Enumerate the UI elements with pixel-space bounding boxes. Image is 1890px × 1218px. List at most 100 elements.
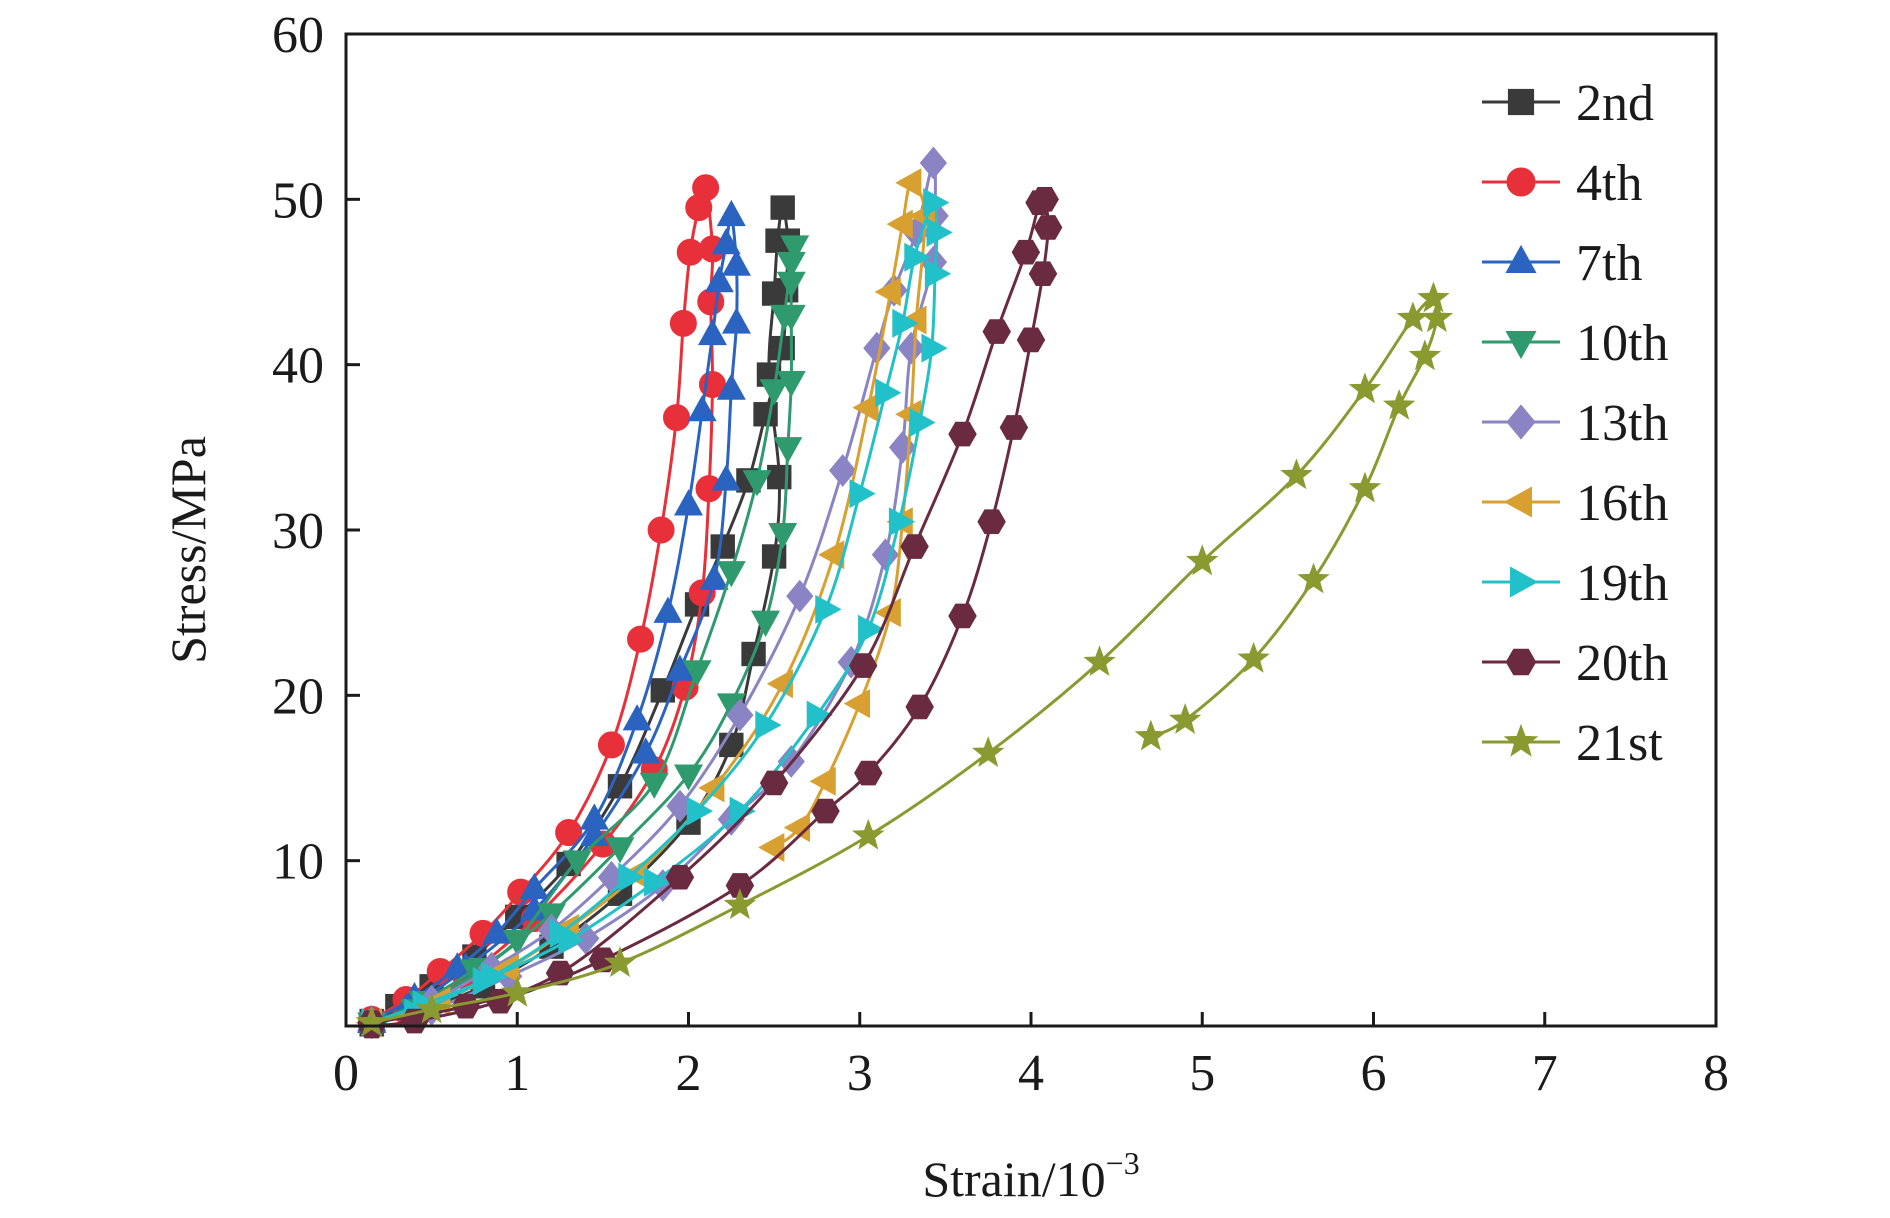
series-16th-point <box>886 209 913 239</box>
series-10th-point <box>759 379 789 406</box>
series-21st <box>355 281 1454 1037</box>
series-10th-point <box>773 437 803 464</box>
series-4th-point <box>697 288 725 316</box>
x-tick-label: 1 <box>504 1045 530 1102</box>
series-7th-point <box>653 596 683 623</box>
y-axis-label: Stress/MPa <box>160 436 216 664</box>
series-20th-point <box>977 509 1006 535</box>
series-7th-point <box>631 737 661 764</box>
series-19th-point <box>926 217 953 247</box>
ticks-layer: 0 1 2 3 4 5 6 7 8 10 20 30 40 50 60 <box>272 7 1729 1102</box>
legend-label: 19th <box>1576 555 1668 612</box>
series-10th-point <box>776 271 806 298</box>
legend-label: 7th <box>1576 235 1642 292</box>
series-16th-point <box>809 766 836 796</box>
series-13th-line <box>371 161 938 1025</box>
legend-marker <box>1506 404 1536 440</box>
series-19th-point <box>755 710 782 740</box>
series-19th-point <box>618 862 645 892</box>
series-19th-point <box>644 867 671 897</box>
legend-label: 16th <box>1576 475 1668 532</box>
series-21st-point <box>1382 388 1416 420</box>
y-tick-label: 20 <box>272 668 324 725</box>
series-21st-point <box>1083 645 1116 677</box>
series-4th-point <box>555 819 583 847</box>
series-2nd-point <box>761 281 787 306</box>
series-7th-point <box>711 227 741 255</box>
series-21st-point <box>355 1005 388 1037</box>
series-4th-point <box>597 731 625 759</box>
series-20th-point <box>848 653 878 678</box>
series-21st-point <box>1134 719 1168 751</box>
series-19th-point <box>892 308 919 338</box>
x-axis-label: Strain/10−3 <box>922 1145 1139 1207</box>
legend-label: 20th <box>1576 635 1668 692</box>
series-10th-point <box>674 764 703 791</box>
y-tick-label: 40 <box>272 338 324 395</box>
series-20th-point <box>854 760 883 786</box>
series-19th-point <box>923 188 950 218</box>
x-axis-label-text: Strain/10 <box>922 1151 1105 1207</box>
series-19th-point <box>921 333 948 363</box>
series-10th-point <box>716 561 746 588</box>
series-10th-point <box>742 470 772 497</box>
series-21st-point <box>1420 301 1454 333</box>
series-20th-point <box>948 603 977 629</box>
legend-item-20th: 20th <box>1482 635 1668 692</box>
series-7th-point <box>687 394 717 422</box>
series-10th-point <box>776 370 806 398</box>
series-19th-point <box>904 242 931 272</box>
series-20th-point <box>905 694 934 720</box>
series-13th-point <box>897 331 925 365</box>
series-2nd-point <box>753 402 778 427</box>
series-20th-point <box>1011 239 1041 265</box>
series-20th-point <box>948 421 977 447</box>
series-21st-point <box>1408 339 1442 371</box>
x-tick-label: 4 <box>1018 1045 1044 1102</box>
x-tick-label: 8 <box>1703 1045 1729 1102</box>
series-21st-point <box>1280 458 1313 490</box>
series-16th-point <box>895 168 922 198</box>
series-13th-point <box>919 146 948 180</box>
legend-marker <box>1505 331 1537 360</box>
series-20th-point <box>811 798 840 824</box>
legend-marker <box>1507 88 1535 116</box>
series-16th-line <box>371 181 927 1025</box>
series-21st-point <box>852 818 885 850</box>
legend-item-16th: 16th <box>1482 475 1668 532</box>
series-7th-point <box>716 199 746 227</box>
series-19th-point <box>875 378 902 408</box>
legend-label: 21st <box>1576 715 1663 772</box>
series-7th-point <box>711 464 741 491</box>
series-21st-point <box>501 975 534 1007</box>
series-20th-point <box>725 873 755 898</box>
series-13th <box>358 146 949 1040</box>
series-21st-point <box>1417 281 1450 313</box>
series-19th-point <box>806 700 833 730</box>
x-tick-label: 6 <box>1361 1045 1387 1102</box>
series-4th-point <box>676 238 704 266</box>
series-16th-point <box>698 773 725 803</box>
y-tick-label: 30 <box>272 503 324 560</box>
legend-marker <box>1505 244 1537 273</box>
series-21st-point <box>1186 544 1219 576</box>
legend-item-2nd: 2nd <box>1482 75 1654 132</box>
series-19th-point <box>815 594 842 624</box>
series-10th-point <box>751 610 781 637</box>
series-21st-point <box>723 888 757 920</box>
series-21st-point <box>1237 641 1270 673</box>
series-19th-point <box>909 408 936 438</box>
legend-label: 10th <box>1576 315 1668 372</box>
series-20th-point <box>1028 261 1058 287</box>
legend-item-4th: 4th <box>1482 155 1642 212</box>
series-16th-point <box>874 277 901 307</box>
series-2nd-point <box>710 534 735 559</box>
legend-label: 2nd <box>1576 75 1654 132</box>
series-20th-point <box>665 864 695 890</box>
legend-label: 4th <box>1576 155 1642 212</box>
series-20th-point <box>999 415 1029 440</box>
legend-marker <box>1506 167 1536 197</box>
legend: 2nd 4th 7th 10th 13th 16th 19th 20th 21st <box>1482 75 1668 772</box>
series-4th-point <box>692 174 720 202</box>
